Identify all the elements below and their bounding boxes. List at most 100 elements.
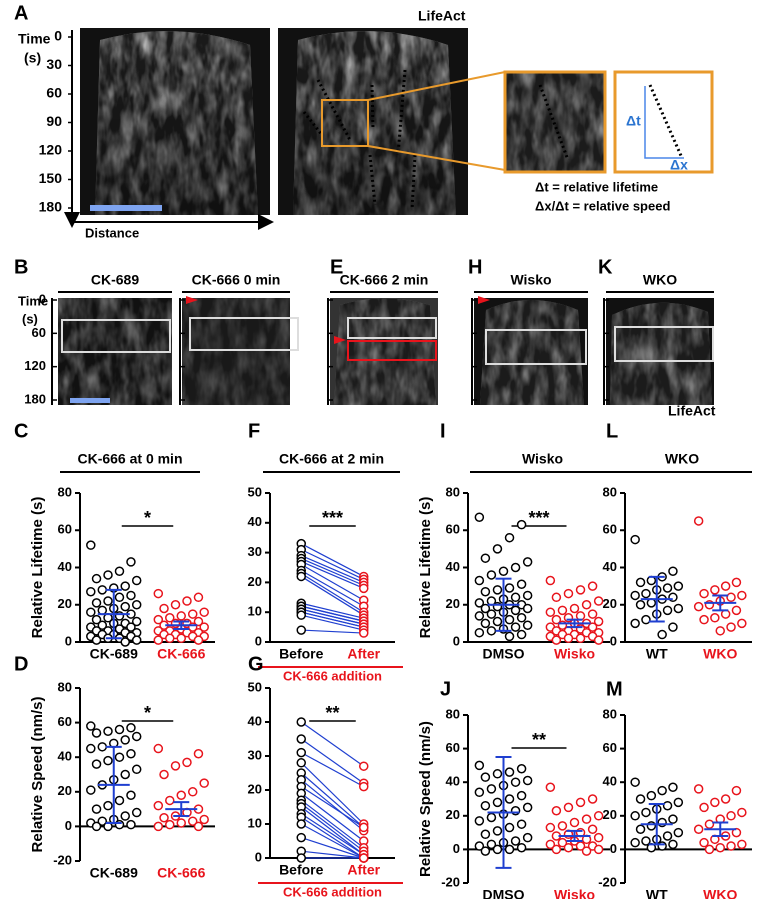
data-point: [86, 785, 96, 795]
data-point: [726, 841, 736, 851]
x-tick-label: WT: [646, 887, 668, 899]
y-tick-label: 40: [603, 559, 617, 574]
data-point: [359, 822, 369, 833]
panel-label: L: [606, 420, 618, 442]
x-tick-label: CK-666: [157, 646, 205, 662]
data-point: [522, 620, 533, 630]
y-tick-label: 0: [65, 818, 72, 833]
data-point: [114, 566, 125, 576]
data-point: [120, 769, 130, 780]
data-point: [199, 607, 209, 617]
panel-label: H: [468, 256, 482, 278]
data-point: [153, 614, 164, 625]
data-point: [569, 603, 580, 614]
panel-title: CK-666 2 min: [340, 272, 429, 288]
data-point: [726, 622, 736, 632]
data-point: [492, 797, 503, 808]
data-point: [97, 816, 108, 826]
data-point: [641, 836, 651, 846]
data-point: [486, 570, 497, 580]
data-point: [737, 807, 747, 818]
data-point: [504, 794, 515, 804]
data-point: [120, 601, 130, 612]
data-point: [673, 581, 684, 591]
marker-label: LifeAct: [418, 8, 466, 24]
data-point: [86, 721, 96, 731]
data-point: [715, 842, 725, 853]
dx-symbol: Δx: [670, 157, 688, 173]
pair-line: [300, 762, 365, 825]
data-point: [480, 829, 491, 840]
data-point: [480, 800, 491, 811]
data-point: [699, 614, 709, 625]
panel-label: A: [14, 2, 28, 24]
data-point: [492, 844, 503, 855]
data-point: [522, 603, 533, 614]
axis-label: Time: [18, 293, 48, 308]
data-point: [498, 566, 509, 576]
panel-label: J: [440, 678, 451, 700]
y-tick-label: 40: [446, 559, 460, 574]
pair-line: [300, 543, 365, 577]
data-point: [126, 622, 136, 632]
y-tick-label: 80: [603, 706, 617, 721]
y-tick-label: 0: [65, 633, 72, 648]
pair-line: [301, 837, 364, 859]
data-point: [165, 795, 175, 806]
data-point: [131, 600, 142, 610]
data-point: [641, 614, 651, 625]
data-point: [126, 590, 136, 601]
data-point: [131, 635, 142, 645]
data-point: [486, 784, 497, 794]
time-tick-label: 60: [46, 85, 62, 101]
data-point: [193, 616, 204, 627]
data-point: [504, 583, 515, 593]
data-point: [673, 797, 684, 808]
data-point: [114, 592, 125, 603]
data-point: [504, 844, 515, 855]
data-point: [593, 832, 604, 843]
x-tick-label: WT: [646, 646, 668, 662]
panel-label: I: [440, 420, 446, 442]
data-point: [504, 532, 515, 543]
data-point: [646, 821, 657, 831]
data-point: [296, 853, 306, 863]
pair-line: [300, 813, 365, 856]
pair-line: [301, 560, 364, 589]
legend-text: Δx/Δt = relative speed: [535, 198, 670, 213]
data-point: [91, 728, 102, 738]
pair-line: [300, 823, 365, 859]
y-tick-label: 60: [603, 740, 617, 755]
pair-line: [300, 803, 365, 852]
data-point: [641, 807, 651, 818]
data-point: [641, 588, 651, 599]
data-point: [126, 723, 136, 733]
data-point: [103, 800, 113, 811]
pair-line: [300, 549, 365, 580]
data-point: [480, 846, 491, 856]
data-point: [510, 836, 521, 846]
panel-title: CK-666 0 min: [192, 272, 281, 288]
data-point: [187, 787, 198, 797]
data-point: [359, 853, 369, 863]
data-point: [91, 821, 102, 832]
data-point: [486, 812, 497, 823]
data-point: [153, 743, 164, 754]
data-point: [296, 610, 306, 620]
data-point: [516, 790, 527, 801]
data-point: [296, 625, 306, 635]
pair-line: [300, 806, 365, 856]
y-tick-label: 40: [603, 774, 617, 789]
data-point: [474, 598, 485, 608]
data-point: [480, 553, 491, 563]
data-point: [131, 731, 142, 742]
data-point: [153, 821, 164, 832]
data-point: [726, 592, 736, 603]
data-point: [581, 814, 592, 824]
data-point: [165, 633, 175, 644]
kymograph-a: [64, 28, 714, 230]
data-point: [120, 811, 130, 821]
data-point: [737, 590, 747, 601]
y-axis-label: Relative Lifetime (s): [29, 497, 46, 639]
data-point: [516, 613, 527, 623]
